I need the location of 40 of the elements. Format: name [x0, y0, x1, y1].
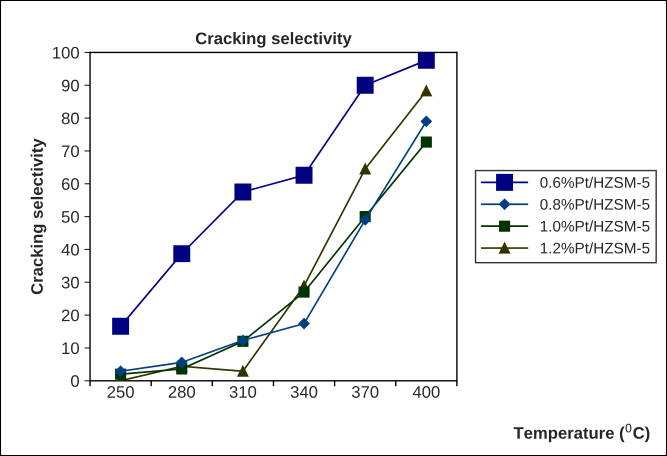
point: [176, 356, 188, 368]
point: [115, 366, 126, 377]
point: [420, 116, 432, 127]
y-tick-label: 20: [62, 309, 79, 322]
point: [418, 52, 435, 69]
y-tick-label: 100: [53, 46, 79, 59]
x-tick-label: 280: [168, 386, 196, 398]
point: [356, 76, 374, 94]
point: [237, 366, 248, 377]
x-tick-label: 370: [352, 386, 378, 398]
y-axis-title: Cracking selectivity: [30, 138, 46, 294]
point: [298, 286, 310, 298]
x-tick-label: 340: [290, 386, 318, 398]
x-tick-label: 310: [230, 386, 256, 398]
legend-label: 1.2%Pt/HZSM-5: [540, 242, 650, 254]
y-tick-label: 30: [62, 276, 79, 288]
y-tick-label: 10: [62, 342, 79, 354]
x-axis-title: Temperature ($^{0}$C): [514, 424, 650, 442]
legend-label: 0.8%Pt/HZSM-5: [540, 198, 650, 210]
point: [173, 245, 190, 262]
chart-title: Cracking selectivity: [196, 32, 352, 48]
point: [298, 318, 310, 330]
y-tick-label: 90: [62, 80, 79, 92]
point: [360, 163, 371, 175]
legend-label: 0.6%Pt/HZSM-5: [540, 176, 650, 188]
x-tick-label: 250: [108, 386, 134, 398]
y-tick-label: 40: [61, 244, 79, 256]
y-tick-label: 0: [71, 375, 79, 387]
y-tick-label: 50: [62, 211, 79, 223]
point: [296, 166, 313, 184]
point: [420, 85, 432, 96]
y-tick-label: 70: [62, 145, 79, 158]
point: [234, 184, 252, 200]
point: [360, 214, 371, 226]
y-tick-label: 80: [62, 112, 79, 124]
point: [420, 136, 432, 148]
legend-label: 1.0%Pt/HZSM-5: [540, 220, 650, 232]
x-tick-label: 400: [412, 386, 440, 398]
y-tick-label: 60: [62, 178, 79, 190]
point: [112, 318, 130, 335]
